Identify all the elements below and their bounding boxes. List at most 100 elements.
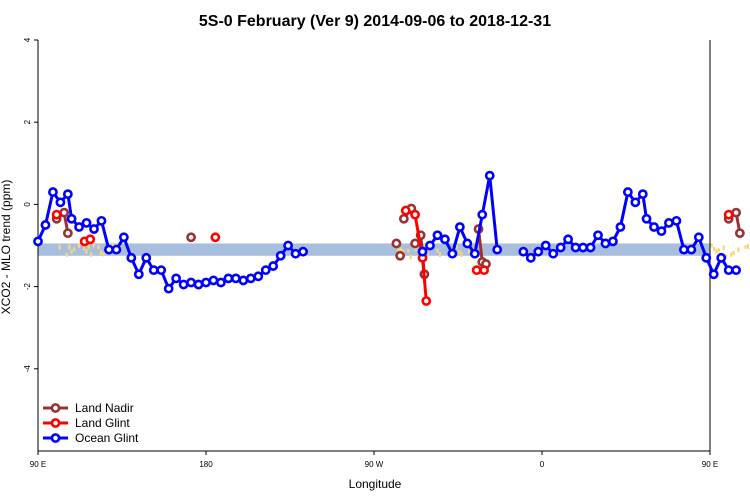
ocean-glint-point <box>230 273 241 284</box>
ocean-glint-point <box>641 213 652 224</box>
land-glint-point <box>410 209 420 220</box>
land-nadir-point <box>59 207 70 218</box>
ocean-glint-point <box>141 252 152 263</box>
ocean-glint-point <box>622 187 633 197</box>
land-mark <box>82 246 85 251</box>
ocean-glint-point <box>462 238 473 249</box>
ocean-glint-point <box>432 230 443 241</box>
ocean-glint-point <box>33 236 43 247</box>
land-mark <box>407 249 410 253</box>
land-nadir-point <box>395 250 406 261</box>
ocean-glint-point <box>477 209 488 220</box>
ocean-glint-point <box>253 271 264 282</box>
land-mark <box>712 246 716 251</box>
y-tick-label: 0 <box>23 202 32 207</box>
ocean-glint-point <box>201 277 211 288</box>
ocean-glint-point <box>111 244 122 255</box>
land-mark <box>70 249 73 254</box>
land-mark <box>744 245 747 249</box>
legend-marker-ocean-glint <box>50 433 61 443</box>
land-nadir-point <box>734 228 745 239</box>
ocean-glint-point <box>540 240 551 251</box>
ocean-glint-point <box>533 246 544 257</box>
land-nadir-point <box>398 213 409 224</box>
ocean-glint-point <box>664 217 674 228</box>
ocean-glint-point <box>585 242 596 253</box>
ocean-glint-point <box>48 187 58 197</box>
land-mark <box>458 249 461 254</box>
ocean-glint-point <box>525 252 536 263</box>
ocean-glint-point <box>608 236 618 247</box>
ocean-glint-point <box>593 230 603 241</box>
land-mark <box>438 252 441 258</box>
y-tick-label: 4 <box>23 37 32 42</box>
y-tick-label: 2 <box>23 119 32 124</box>
ocean-glint-point <box>238 275 249 286</box>
ocean-glint-point <box>701 252 712 263</box>
land-mark <box>725 254 728 259</box>
ocean-glint-point <box>66 213 77 224</box>
land-mark <box>65 252 69 257</box>
ocean-glint-point <box>186 277 196 288</box>
chart-title: 5S-0 February (Ver 9) 2014-09-06 to 2018… <box>199 13 551 30</box>
land-mark <box>436 248 439 253</box>
x-axis-label: Longitude <box>349 477 402 491</box>
ocean-glint-point <box>454 222 465 232</box>
legend-marker-land-nadir <box>50 403 61 413</box>
ocean-glint-point <box>89 224 99 234</box>
ocean-glint-point <box>656 226 667 237</box>
ocean-glint-point <box>178 279 189 290</box>
land-mark <box>111 242 115 248</box>
ocean-glint-point <box>74 222 84 232</box>
ocean-glint-point <box>637 189 648 200</box>
ocean-glint-point <box>290 248 301 259</box>
land-glint-point <box>85 234 96 245</box>
land-nadir-point <box>62 228 73 239</box>
land-glint-point <box>421 296 432 306</box>
land-mark <box>73 247 76 252</box>
ocean-glint-point <box>163 283 174 294</box>
ocean-glint-point <box>104 244 114 255</box>
ocean-glint-point <box>55 197 66 208</box>
land-mark <box>397 248 400 252</box>
ocean-glint-point <box>283 240 294 251</box>
ocean-glint-point <box>731 265 742 276</box>
ocean-glint-point <box>40 220 51 230</box>
land-glint-point <box>210 232 221 243</box>
land-nadir-point <box>731 207 742 218</box>
plot-area: 4 2 0 -2 -4 90 E 180 90 W 0 90 E <box>23 37 750 469</box>
ocean-glint-point <box>126 252 137 263</box>
ocean-glint-point <box>649 222 659 232</box>
land-mark <box>729 252 733 257</box>
land-glint-point <box>51 209 62 220</box>
ocean-glint-point <box>686 244 697 255</box>
ocean-glint-point <box>518 246 529 257</box>
x-tick-label: 180 <box>199 460 213 469</box>
ocean-glint-point <box>600 238 611 249</box>
ocean-glint-point <box>223 273 234 284</box>
ocean-glint-point <box>417 246 428 257</box>
land-mark <box>102 252 105 257</box>
ocean-glint-point <box>193 279 204 290</box>
ocean-glint-point <box>118 232 129 243</box>
ocean-glint-point <box>578 242 588 253</box>
x-tick-label: 0 <box>540 460 545 469</box>
legend-marker-land-glint <box>50 418 61 428</box>
ocean-glint-point <box>484 170 495 181</box>
ocean-glint-point <box>275 250 286 261</box>
land-glint-point <box>471 265 482 276</box>
land-mark <box>460 251 463 258</box>
land-mark <box>732 250 735 256</box>
y-axis-label: XCO2 - MLO trend (ppm) <box>0 180 13 315</box>
ocean-glint-point <box>555 242 566 253</box>
land-mark <box>710 243 713 248</box>
ocean-glint-point <box>425 240 435 251</box>
land-nadir-point <box>186 232 196 243</box>
land-mark <box>90 252 93 257</box>
land-mark <box>85 248 88 254</box>
land-mark <box>402 249 405 255</box>
ocean-glint-point <box>723 265 734 276</box>
ocean-glint-point <box>148 265 159 276</box>
land-mark <box>467 248 471 254</box>
